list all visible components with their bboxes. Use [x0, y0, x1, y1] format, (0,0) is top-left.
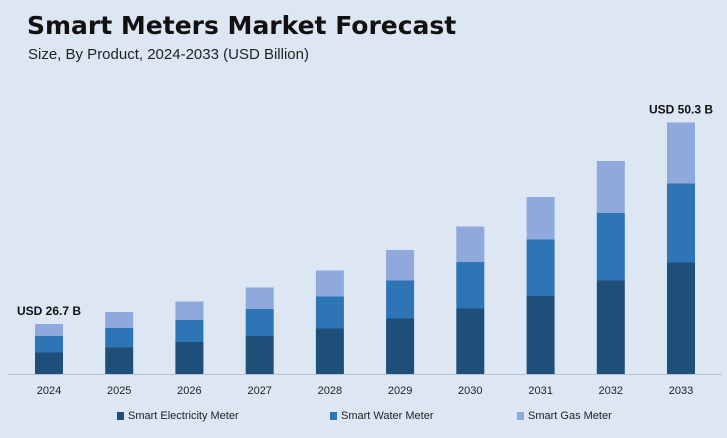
bar-segment-2028-1 — [315, 328, 344, 374]
bar-segment-2027-1 — [245, 336, 274, 374]
legend-swatch — [517, 412, 524, 420]
chart-title: Smart Meters Market Forecast — [27, 11, 457, 40]
bar-segment-2027-3 — [245, 287, 274, 309]
bar-segment-2033-3 — [667, 122, 695, 184]
bar-segment-2030-1 — [456, 308, 485, 374]
x-tick-label: 2025 — [107, 385, 131, 397]
bar-segment-2025-3 — [105, 312, 134, 328]
bar-segment-2031-2 — [526, 239, 555, 296]
bar-segment-2031-3 — [526, 197, 555, 240]
bar-segment-2024-1 — [35, 352, 63, 374]
bars-layer — [35, 122, 695, 374]
legend-label: Smart Gas Meter — [528, 410, 612, 422]
bar-segment-2028-3 — [315, 270, 344, 297]
x-tick-label: 2027 — [247, 385, 271, 397]
bar-segment-2032-3 — [596, 161, 625, 213]
bar-segment-2025-1 — [105, 347, 134, 374]
legend-item: Smart Water Meter — [330, 410, 434, 422]
bar-segment-2026-1 — [175, 342, 204, 374]
legend-swatch — [330, 412, 337, 420]
chart-legend: Smart Electricity Meter Smart Water Meter… — [0, 410, 727, 426]
legend-label: Smart Electricity Meter — [128, 410, 239, 422]
total-value-label: USD 50.3 B — [649, 103, 713, 117]
bar-segment-2029-1 — [386, 318, 415, 374]
legend-item: Smart Electricity Meter — [117, 410, 239, 422]
x-tick-label: 2033 — [669, 385, 693, 397]
bar-segment-2025-2 — [105, 328, 134, 348]
annotations-layer: USD 26.7 B USD 50.3 B — [17, 103, 713, 319]
bar-segment-2033-2 — [667, 183, 695, 263]
bar-segment-2031-1 — [526, 296, 555, 374]
x-tick-label: 2029 — [388, 385, 412, 397]
bar-segment-2027-2 — [245, 309, 274, 336]
legend-item: Smart Gas Meter — [517, 410, 612, 422]
bar-segment-2033-1 — [667, 262, 695, 374]
x-tick-label: 2028 — [318, 385, 342, 397]
bar-segment-2029-2 — [386, 280, 415, 319]
bar-segment-2026-3 — [175, 301, 204, 320]
total-value-label: USD 26.7 B — [17, 304, 81, 318]
bar-segment-2030-3 — [456, 226, 485, 262]
bar-segment-2032-2 — [596, 213, 625, 281]
bar-segment-2030-2 — [456, 262, 485, 309]
x-tick-label: 2030 — [458, 385, 482, 397]
bar-segment-2029-3 — [386, 250, 415, 281]
legend-label: Smart Water Meter — [341, 410, 434, 422]
bar-segment-2026-2 — [175, 320, 204, 342]
bar-segment-2024-2 — [35, 336, 63, 353]
legend-swatch — [117, 412, 124, 420]
bar-segment-2024-3 — [35, 324, 63, 336]
bar-segment-2028-2 — [315, 296, 344, 329]
bar-segment-2032-1 — [596, 280, 625, 374]
chart-subtitle: Size, By Product, 2024-2033 (USD Billion… — [28, 46, 309, 63]
x-tick-label: 2032 — [599, 385, 623, 397]
x-tick-label: 2024 — [37, 385, 61, 397]
x-axis-tick-labels: 2024 2025 2026 2027 2028 2029 2030 2031 2032 2033 — [37, 385, 693, 397]
x-tick-label: 2031 — [528, 385, 552, 397]
x-tick-label: 2026 — [177, 385, 201, 397]
